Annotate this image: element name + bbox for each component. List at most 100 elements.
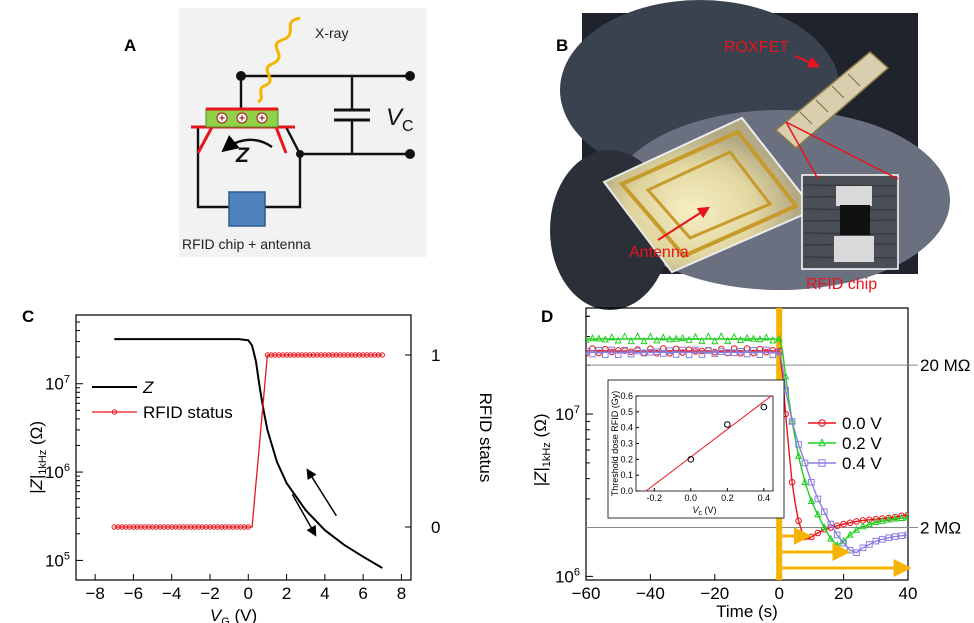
data-point (678, 333, 687, 342)
inset-frame (607, 379, 785, 519)
legend-marker (817, 438, 827, 447)
data-point (608, 346, 616, 354)
vc-label: VC (386, 104, 414, 135)
x-tick-label: −20 (700, 584, 729, 603)
data-point (878, 516, 886, 524)
rfid-status-point (165, 524, 171, 530)
rfid-status-point (195, 524, 202, 530)
data-point (730, 349, 738, 357)
inset-data-point (724, 421, 731, 428)
data-point (640, 336, 648, 345)
data-point (588, 333, 597, 342)
data-point (627, 336, 635, 345)
rfid-status-point (341, 352, 347, 358)
y-tick-label: 105 (45, 550, 70, 570)
rfid-status-point (299, 352, 305, 358)
panel-label-d: D (541, 307, 553, 326)
xray-label: X-ray (315, 25, 348, 41)
x-tick-label: −4 (162, 584, 181, 603)
data-point (749, 334, 758, 342)
rfid-status-point (237, 524, 244, 530)
data-point (730, 332, 738, 340)
legend-label-z: Z (142, 378, 154, 397)
sweep-arrow-up (306, 468, 337, 517)
data-point (679, 346, 686, 354)
rfid-status-point (199, 524, 206, 530)
inset-y-tick-label: 0.4 (620, 423, 633, 433)
inset-data-point (760, 403, 768, 411)
rfid-status-point (329, 352, 336, 358)
rfid-status-point (276, 352, 282, 358)
data-point (820, 522, 828, 531)
y-tick-label: 106 (555, 566, 580, 586)
data-point (704, 332, 712, 340)
data-point (872, 537, 880, 545)
data-point (891, 533, 899, 540)
inset-y-tick-label: 0.3 (620, 439, 633, 449)
rfid-status-point (375, 352, 382, 358)
x-tick-label: −8 (85, 584, 104, 603)
legend-marker (818, 459, 826, 467)
plot-area (111, 338, 385, 569)
x-tick-label: 6 (358, 584, 367, 603)
rfid-status-point (184, 524, 190, 530)
circuit-diagram: + + + X-ray Z VC RFID chip + antenna (179, 8, 427, 257)
x-tick-label: −40 (636, 584, 665, 603)
data-point (846, 519, 854, 527)
rfid-status-point (176, 524, 183, 530)
series-line-z (114, 338, 383, 569)
inset-data-point (687, 456, 695, 463)
rfid-status-point (348, 352, 355, 358)
data-point (692, 346, 699, 354)
y2-axis-label: RFID status (476, 393, 495, 483)
data-point (814, 510, 822, 518)
data-point (763, 346, 770, 354)
legend-marker (818, 419, 826, 427)
legend-label: 0.0 V (842, 414, 882, 433)
inset-x-axis-label: Vc (V) (692, 505, 716, 517)
device-photo: ROXFET Antenna RFID chip (550, 0, 950, 310)
rfid-status-point (230, 524, 236, 530)
data-point (698, 347, 706, 355)
rfid-status-point (272, 352, 278, 358)
data-point (717, 348, 725, 355)
rfid-status-point (287, 352, 294, 358)
data-point (602, 351, 609, 359)
rfid-status-point (123, 524, 129, 530)
data-point (672, 334, 680, 342)
data-point (633, 332, 642, 340)
rfid-status-point (207, 524, 213, 530)
data-point (859, 521, 867, 530)
data-point (775, 334, 783, 342)
rfid-status-point (234, 524, 240, 530)
rfid-chip-photo-label: RFID chip (806, 276, 877, 293)
x-axis-label: Time (s) (716, 602, 778, 621)
data-point (614, 336, 622, 344)
rfid-status-point (203, 524, 209, 530)
data-point (621, 346, 628, 354)
data-point (724, 349, 731, 356)
rfid-chip-box (228, 191, 266, 227)
data-point (795, 441, 802, 448)
data-point (705, 347, 712, 354)
x-axis-label: VG (V) (210, 606, 257, 623)
rfid-status-point (211, 524, 217, 530)
rfid-status-point (268, 352, 274, 358)
rfid-status-point (214, 524, 221, 530)
y-tick-label: 107 (555, 404, 580, 424)
inset-x-tick-label: 0.4 (758, 493, 771, 503)
data-point (833, 531, 841, 539)
x-tick-label: −60 (572, 584, 601, 603)
rfid-status-point (306, 352, 313, 358)
data-point (711, 350, 719, 357)
x-tick-label: 40 (899, 584, 918, 603)
rfid-status-point (149, 524, 156, 530)
data-point (659, 345, 667, 352)
rfid-status-point (314, 352, 320, 358)
data-point (859, 544, 867, 552)
rfid-status-point (295, 352, 301, 358)
data-point (653, 336, 661, 344)
data-point (634, 347, 641, 355)
panel-label-c: C (22, 307, 34, 326)
